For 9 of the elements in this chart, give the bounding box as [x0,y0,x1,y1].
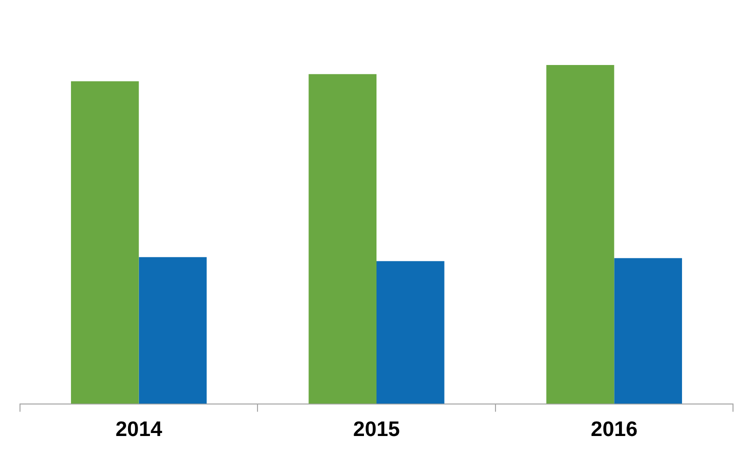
bar [70,81,139,404]
x-tick-label: 2016 [590,418,638,442]
bar [138,257,207,404]
bar [308,74,376,404]
x-tick-label: 2014 [115,418,163,442]
x-tick-label: 2015 [353,418,400,442]
bar [376,261,444,404]
bar [614,258,682,404]
bar [546,65,614,404]
